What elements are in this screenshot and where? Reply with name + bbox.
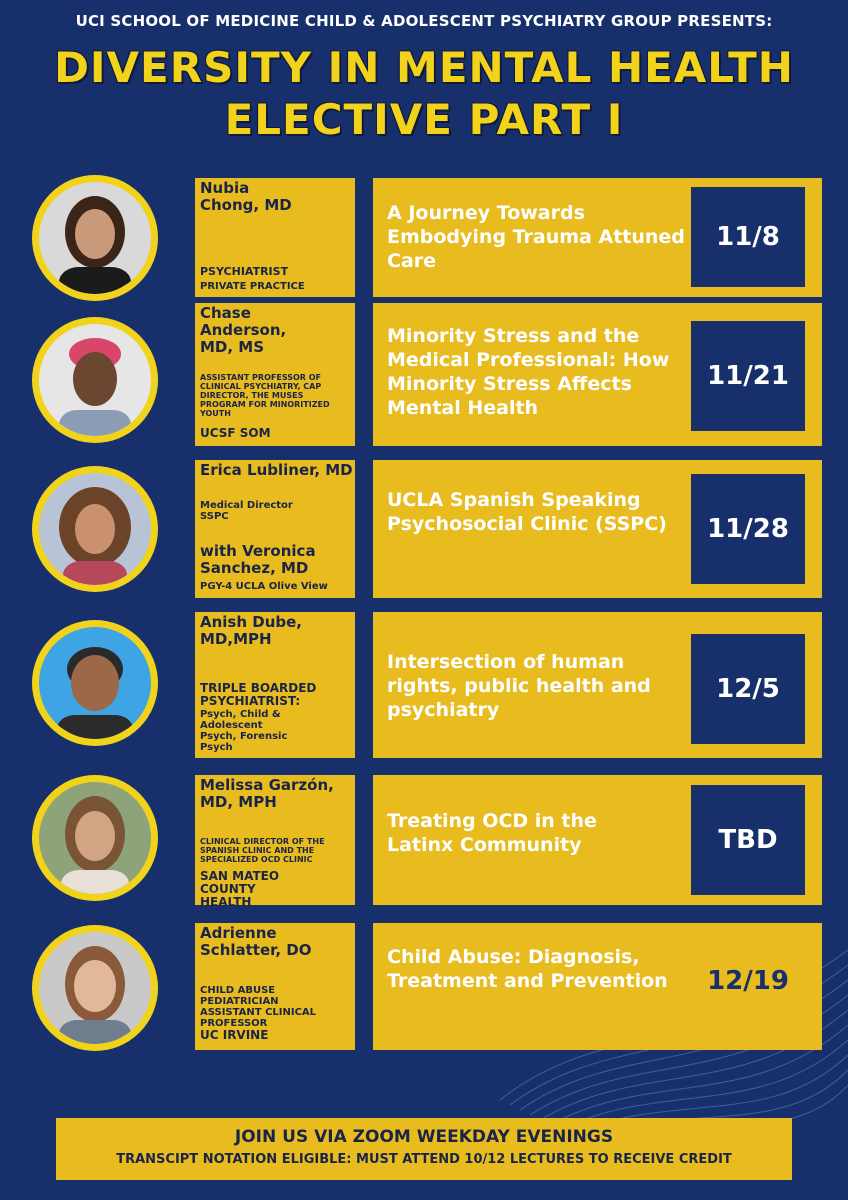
co-presenter-role: PGY-4 UCLA Olive View: [200, 581, 328, 592]
speaker-name: Melissa Garzón, MD, MPH: [200, 776, 334, 811]
speaker-info: Adrienne Schlatter, DO CHILD ABUSE PEDIA…: [195, 923, 355, 1050]
talk-topic: UCLA Spanish Speaking Psychosocial Clini…: [387, 489, 667, 535]
co-presenter-name: with Veronica Sanchez, MD: [200, 542, 316, 577]
footer-zoom-line: JOIN US VIA ZOOM WEEKDAY EVENINGS: [234, 1127, 614, 1147]
speaker-organization: PRIVATE PRACTICE: [200, 281, 305, 292]
speaker-organization: SAN MATEO COUNTY HEALTH: [200, 869, 280, 909]
speaker-portrait: [39, 627, 151, 739]
page-title-line-1: DIVERSITY IN MENTAL HEALTH: [54, 43, 794, 92]
talk-date: 11/21: [691, 321, 805, 431]
speaker-role: Medical Director SSPC: [200, 500, 293, 522]
speaker-role: CHILD ABUSE PEDIATRICIAN ASSISTANT CLINI…: [200, 985, 317, 1029]
talk-info: UCLA Spanish Speaking Psychosocial Clini…: [373, 460, 822, 598]
speaker-portrait: [39, 932, 151, 1044]
talk-date: TBD: [691, 785, 805, 895]
talk-topic: A Journey Towards Embodying Trauma Attun…: [387, 202, 685, 272]
speaker-photo: [32, 620, 158, 746]
speaker-info: Nubia Chong, MD PSYCHIATRIST PRIVATE PRA…: [195, 178, 355, 297]
speaker-organization: UCSF SOM: [200, 426, 271, 440]
speaker-photo: [32, 775, 158, 901]
speaker-info: Erica Lubliner, MD Medical Director SSPC…: [195, 460, 355, 598]
talk-info: Minority Stress and the Medical Professi…: [373, 303, 822, 446]
talk-date: 12/5: [691, 634, 805, 744]
speaker-portrait: [39, 782, 151, 894]
footer-credit-line: TRANSCIPT NOTATION ELIGIBLE: MUST ATTEND…: [116, 1152, 732, 1167]
speaker-name: Anish Dube, MD,MPH: [200, 613, 302, 648]
speaker-photo: [32, 175, 158, 301]
footer-banner: JOIN US VIA ZOOM WEEKDAY EVENINGS TRANSC…: [56, 1118, 792, 1180]
speaker-photo: [32, 466, 158, 592]
talk-topic: Minority Stress and the Medical Professi…: [387, 325, 670, 419]
page-title-line-2: ELECTIVE PART I: [224, 95, 624, 144]
talk-info: Intersection of human rights, public hea…: [373, 612, 822, 758]
talk-date: 12/19: [707, 966, 789, 996]
presenter-line: UCI SCHOOL OF MEDICINE CHILD & ADOLESCEN…: [75, 12, 773, 30]
speaker-name: Nubia Chong, MD: [200, 179, 292, 214]
speaker-name: Chase Anderson, MD, MS: [200, 304, 287, 356]
speaker-portrait: [39, 182, 151, 294]
talk-info: Treating OCD in the Latinx Community TBD: [373, 775, 822, 905]
talk-topic: Treating OCD in the Latinx Community: [387, 810, 597, 856]
talk-info: A Journey Towards Embodying Trauma Attun…: [373, 178, 822, 297]
talk-topic: Intersection of human rights, public hea…: [387, 651, 651, 721]
speaker-role: PSYCHIATRIST: [200, 265, 289, 278]
talk-topic: Child Abuse: Diagnosis, Treatment and Pr…: [387, 946, 668, 992]
speaker-name: Adrienne Schlatter, DO: [200, 924, 312, 959]
speaker-role: ASSISTANT PROFESSOR OF CLINICAL PSYCHIAT…: [200, 373, 330, 418]
talk-date: 11/8: [691, 187, 805, 287]
speaker-organization: UC IRVINE: [200, 1028, 269, 1042]
speaker-role: TRIPLE BOARDED PSYCHIATRIST:: [200, 681, 317, 708]
talk-date: 11/28: [691, 474, 805, 584]
speaker-subspecialties: Psych, Child & Adolescent Psych, Forensi…: [200, 709, 288, 753]
speaker-info: Melissa Garzón, MD, MPH CLINICAL DIRECTO…: [195, 775, 355, 909]
speaker-role: CLINICAL DIRECTOR OF THE SPANISH CLINIC …: [200, 837, 325, 864]
speaker-name: Erica Lubliner, MD: [200, 461, 353, 479]
speaker-info: Chase Anderson, MD, MS ASSISTANT PROFESS…: [195, 303, 355, 446]
speaker-portrait: [39, 324, 151, 436]
speaker-info: Anish Dube, MD,MPH TRIPLE BOARDED PSYCHI…: [195, 612, 355, 758]
speaker-portrait: [39, 473, 151, 585]
talk-info: Child Abuse: Diagnosis, Treatment and Pr…: [373, 923, 822, 1050]
speaker-photo: [32, 317, 158, 443]
speaker-photo: [32, 925, 158, 1051]
